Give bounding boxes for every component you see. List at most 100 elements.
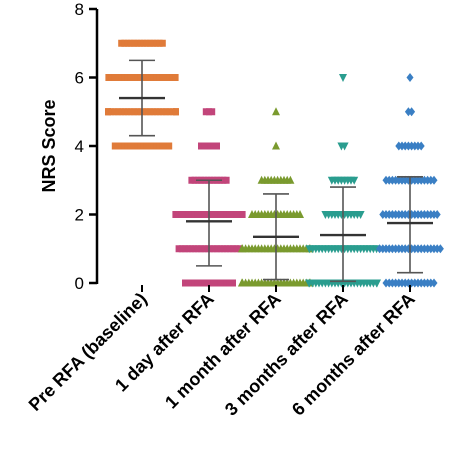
data-point (147, 39, 153, 47)
data-point (134, 142, 141, 150)
data-point (156, 39, 163, 47)
y-tick-label: 0 (75, 274, 84, 293)
data-point (202, 108, 209, 116)
data-point (159, 142, 166, 150)
data-point (156, 74, 163, 81)
data-point (226, 245, 233, 253)
data-point (233, 211, 240, 218)
data-point (207, 279, 214, 287)
data-point (166, 142, 173, 150)
data-point (185, 245, 192, 253)
data-point (220, 211, 227, 218)
data-point (188, 245, 195, 253)
data-point (137, 39, 144, 47)
data-point (118, 39, 125, 47)
x-category-label: 6 months after RFA (288, 289, 419, 420)
data-point (198, 142, 204, 150)
data-point (153, 108, 160, 116)
data-point (137, 142, 144, 150)
data-point (417, 141, 425, 151)
data-point (156, 142, 163, 150)
x-category-label: 1 month after RFA (161, 289, 285, 413)
data-point (182, 211, 188, 218)
data-point (111, 108, 118, 116)
data-point (127, 39, 134, 47)
data-point (150, 108, 157, 116)
data-point (210, 279, 217, 287)
data-point (159, 39, 166, 47)
data-point (206, 108, 212, 116)
data-point (127, 108, 134, 116)
data-point (191, 211, 198, 218)
data-point (194, 245, 201, 253)
data-point (214, 142, 220, 150)
data-point (272, 141, 280, 150)
data-point (140, 74, 147, 81)
data-point (159, 74, 166, 81)
data-point (209, 108, 216, 116)
data-point (191, 279, 198, 287)
data-point (185, 279, 192, 287)
data-point (137, 108, 144, 116)
data-point (340, 142, 349, 151)
data-point (143, 142, 150, 150)
data-point (182, 279, 188, 287)
data-point (105, 74, 112, 81)
data-point (178, 211, 185, 218)
data-point (121, 142, 128, 150)
data-point (163, 74, 169, 81)
data-point (166, 108, 173, 116)
data-point (150, 74, 157, 81)
data-point (118, 74, 125, 81)
data-point (131, 39, 137, 47)
data-point (198, 211, 204, 218)
data-point (230, 245, 236, 253)
data-point (339, 74, 347, 82)
x-category-label: 3 months after RFA (221, 289, 352, 420)
data-point (118, 142, 125, 150)
y-tick-label: 2 (75, 206, 84, 225)
data-point (127, 74, 134, 81)
data-point (111, 74, 118, 81)
data-point (111, 142, 118, 150)
data-point (169, 74, 176, 81)
data-point (210, 211, 217, 218)
y-tick-labels: 0 2 4 6 8 (75, 0, 84, 293)
data-point (175, 211, 182, 218)
data-point (210, 245, 217, 253)
data-point (194, 279, 201, 287)
data-point (175, 245, 182, 253)
data-point (230, 279, 236, 287)
data-point (210, 142, 217, 150)
data-point (153, 74, 160, 81)
data-point (124, 142, 131, 150)
axes (89, 7, 411, 292)
data-point (163, 108, 169, 116)
data-point (140, 142, 147, 150)
data-point (223, 245, 230, 253)
y-tick-label: 6 (75, 69, 84, 88)
series-group (105, 39, 179, 150)
data-point (214, 211, 220, 218)
data-point (156, 108, 163, 116)
series-group (172, 108, 246, 287)
data-point (433, 210, 441, 219)
data-point (134, 39, 141, 47)
data-point (204, 279, 211, 287)
data-point (214, 279, 220, 287)
data-point (233, 245, 240, 253)
data-point (204, 211, 211, 218)
data-point (115, 74, 121, 81)
data-point (223, 211, 230, 218)
data-point (430, 278, 438, 288)
data-point (201, 279, 208, 287)
plot-area (105, 39, 444, 288)
data-point (214, 245, 220, 253)
data-point (124, 39, 131, 47)
data-point (188, 279, 195, 287)
x-category-label: Pre RFA (baseline) (25, 289, 151, 415)
data-point (220, 279, 227, 287)
data-point (172, 211, 179, 218)
data-point (172, 74, 179, 81)
